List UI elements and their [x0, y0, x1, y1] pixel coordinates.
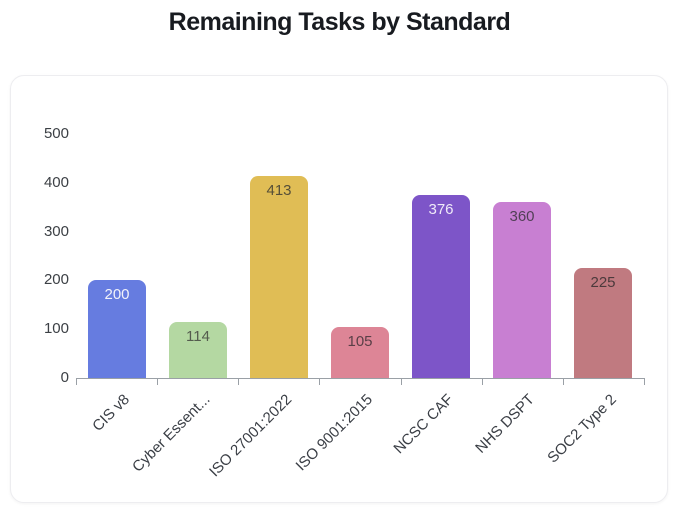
x-axis-tick [157, 379, 158, 385]
x-axis-tick [238, 379, 239, 385]
x-axis-category-label: Cyber Essent... [129, 391, 214, 476]
y-axis-tick-label: 100 [43, 320, 69, 338]
y-axis-tick-label: 200 [43, 271, 69, 289]
bar[interactable]: 105 [331, 327, 389, 378]
bar-value-label: 360 [509, 208, 535, 225]
bar-value-label: 200 [104, 286, 130, 303]
bar-chart: 0 100 200 300 400 500 200 114 413 105 376 360 225 CIS… [11, 76, 667, 502]
bar-value-label: 114 [186, 328, 210, 345]
bar-value-label: 413 [266, 182, 292, 199]
bar-value-label: 225 [590, 274, 616, 291]
y-axis-tick-label: 500 [43, 125, 69, 142]
bar-value-label: 105 [347, 333, 373, 350]
y-axis-tick-label: 400 [43, 173, 69, 191]
x-axis-tick [319, 379, 320, 385]
x-axis-category-label: CIS v8 [88, 391, 133, 435]
x-axis-category-label: ISO 9001:2015 [292, 391, 377, 475]
x-axis-tick [76, 379, 77, 385]
y-axis-tick-label: 0 [60, 369, 69, 386]
x-axis-tick [563, 379, 564, 385]
chart-title: Remaining Tasks by Standard [168, 8, 511, 36]
x-axis-category-label: NCSC CAF [390, 391, 458, 458]
x-axis-category-label: NHS DSPT [472, 391, 539, 457]
bar[interactable]: 413 [250, 176, 308, 378]
x-axis-tick [401, 379, 402, 385]
x-axis-tick [644, 379, 645, 385]
x-axis-tick [482, 379, 483, 385]
bar[interactable]: 114 [169, 322, 227, 378]
chart-card: 0 100 200 300 400 500 200 114 413 105 376 360 225 CIS… [10, 75, 668, 503]
bar[interactable]: 200 [88, 280, 146, 378]
x-axis-category-label: SOC2 Type 2 [543, 391, 620, 467]
bar[interactable]: 376 [412, 195, 470, 378]
bar[interactable]: 225 [574, 268, 632, 378]
y-axis-tick-label: 300 [43, 222, 69, 240]
bar-value-label: 376 [428, 201, 454, 218]
x-axis-category-label: ISO 27001:2022 [205, 391, 295, 481]
bar[interactable]: 360 [493, 202, 551, 378]
x-axis-line [76, 378, 645, 379]
